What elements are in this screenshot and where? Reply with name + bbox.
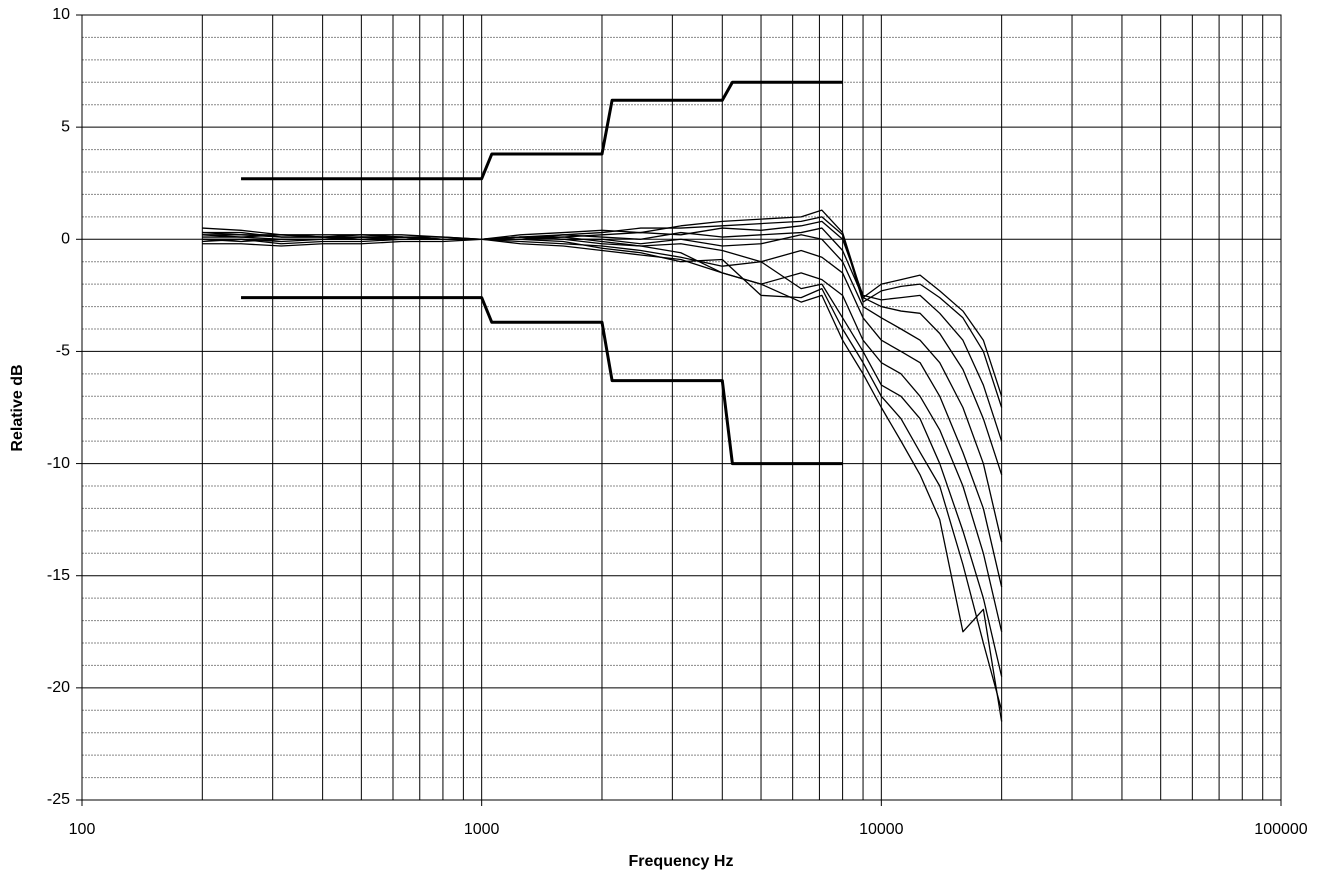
y-tick-label: 0: [61, 231, 70, 248]
y-tick-label: 5: [61, 118, 70, 135]
x-tick-label: 100: [69, 821, 96, 838]
y-tick-label: -5: [56, 343, 70, 360]
y-tick-label: -10: [47, 455, 70, 472]
y-tick-label: -15: [47, 567, 70, 584]
line: [202, 216, 1003, 408]
y-tick-label: 10: [52, 6, 70, 23]
line: [202, 231, 1003, 722]
line: [241, 80, 843, 181]
y-tick-label: -20: [47, 679, 70, 696]
line: [202, 238, 1003, 632]
x-tick-label: 1000: [464, 821, 500, 838]
line: [202, 234, 1003, 677]
x-tick-label: 100000: [1254, 821, 1307, 838]
y-tick-label: -25: [47, 791, 70, 808]
plot-border: [81, 14, 1282, 801]
x-tick-label: 10000: [859, 821, 904, 838]
x-axis-label: Frequency Hz: [629, 853, 734, 870]
line: [241, 296, 843, 466]
line: [202, 238, 1003, 588]
y-axis-label: Relative dB: [9, 364, 26, 451]
